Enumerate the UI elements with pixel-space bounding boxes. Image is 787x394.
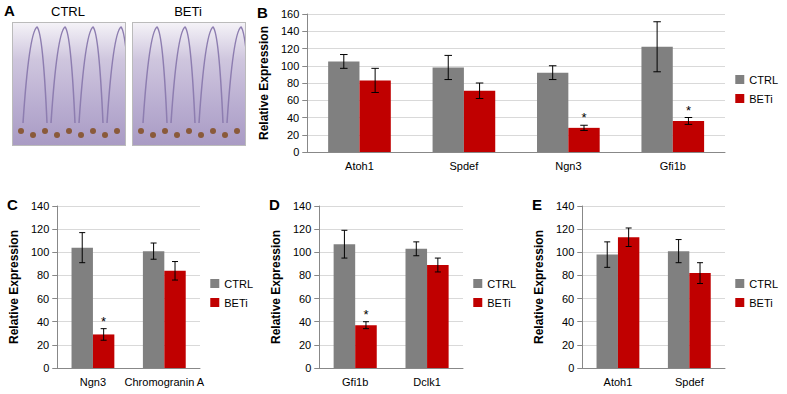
svg-text:0: 0 xyxy=(568,362,574,374)
html-text:BETi: BETi xyxy=(174,4,202,19)
svg-text:Relative Expression: Relative Expression xyxy=(269,230,283,344)
svg-text:BETi: BETi xyxy=(749,297,772,309)
svg-text:40: 40 xyxy=(299,316,311,328)
svg-text:Ngn3: Ngn3 xyxy=(555,160,581,172)
svg-text:120: 120 xyxy=(556,223,574,235)
svg-text:Gfi1b: Gfi1b xyxy=(660,160,686,172)
svg-text:100: 100 xyxy=(31,246,49,258)
svg-text:CTRL: CTRL xyxy=(749,278,778,290)
svg-text:40: 40 xyxy=(287,112,299,124)
svg-text:20: 20 xyxy=(287,129,299,141)
svg-text:0: 0 xyxy=(293,146,299,158)
svg-text:20: 20 xyxy=(562,339,574,351)
svg-text:Gfi1b: Gfi1b xyxy=(342,376,368,388)
svg-text:20: 20 xyxy=(299,339,311,351)
svg-text:*: * xyxy=(101,314,106,329)
svg-text:120: 120 xyxy=(281,43,299,55)
svg-text:20: 20 xyxy=(37,339,49,351)
svg-text:140: 140 xyxy=(293,200,311,212)
svg-text:Ngn3: Ngn3 xyxy=(80,376,106,388)
svg-text:140: 140 xyxy=(281,25,299,37)
svg-text:140: 140 xyxy=(556,200,574,212)
svg-text:100: 100 xyxy=(293,246,311,258)
svg-text:Atoh1: Atoh1 xyxy=(345,160,374,172)
svg-text:80: 80 xyxy=(562,269,574,281)
svg-text:D: D xyxy=(269,196,280,213)
svg-text:Spdef: Spdef xyxy=(675,376,705,388)
svg-text:*: * xyxy=(686,103,691,118)
svg-text:80: 80 xyxy=(37,269,49,281)
svg-text:60: 60 xyxy=(562,293,574,305)
svg-text:60: 60 xyxy=(299,293,311,305)
svg-text:CTRL: CTRL xyxy=(224,278,253,290)
svg-text:B: B xyxy=(257,4,268,21)
svg-text:120: 120 xyxy=(31,223,49,235)
svg-text:C: C xyxy=(7,196,18,213)
svg-text:*: * xyxy=(581,110,586,125)
svg-text:Chromogranin A: Chromogranin A xyxy=(125,376,205,388)
svg-text:0: 0 xyxy=(305,362,311,374)
svg-text:CTRL: CTRL xyxy=(749,74,778,86)
svg-text:40: 40 xyxy=(37,316,49,328)
svg-text:160: 160 xyxy=(281,8,299,20)
svg-text:40: 40 xyxy=(562,316,574,328)
html-text:CTRL: CTRL xyxy=(51,4,85,19)
svg-text:BETi: BETi xyxy=(749,93,772,105)
svg-text:140: 140 xyxy=(31,200,49,212)
svg-text:0: 0 xyxy=(43,362,49,374)
svg-text:Relative Expression: Relative Expression xyxy=(7,230,21,344)
svg-text:E: E xyxy=(532,196,542,213)
svg-text:Relative Expression: Relative Expression xyxy=(532,230,546,344)
svg-text:Relative Expression: Relative Expression xyxy=(257,26,271,140)
svg-text:CTRL: CTRL xyxy=(487,278,516,290)
svg-text:Atoh1: Atoh1 xyxy=(604,376,633,388)
svg-text:80: 80 xyxy=(287,77,299,89)
svg-text:*: * xyxy=(363,307,368,322)
svg-text:80: 80 xyxy=(299,269,311,281)
svg-text:60: 60 xyxy=(287,94,299,106)
html-text:A: A xyxy=(4,2,15,19)
svg-text:Spdef: Spdef xyxy=(450,160,480,172)
svg-text:100: 100 xyxy=(556,246,574,258)
svg-text:100: 100 xyxy=(281,60,299,72)
svg-text:BETi: BETi xyxy=(224,297,247,309)
svg-text:120: 120 xyxy=(293,223,311,235)
svg-text:60: 60 xyxy=(37,293,49,305)
svg-text:Dclk1: Dclk1 xyxy=(413,376,441,388)
svg-text:BETi: BETi xyxy=(487,297,510,309)
